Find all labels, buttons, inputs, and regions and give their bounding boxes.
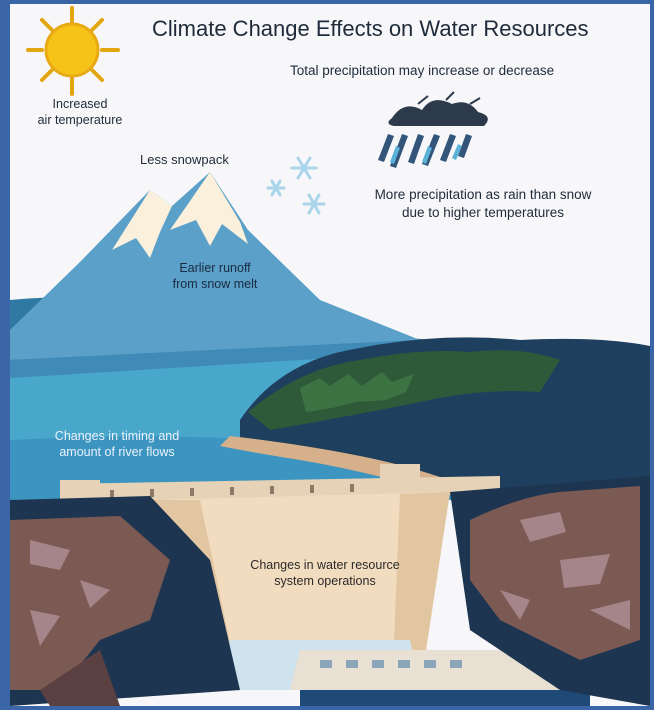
river-flows-line-2: amount of river flows (59, 445, 175, 460)
river-flows-line-1: Changes in timing and (54, 429, 180, 443)
rain-cloud-icon (378, 91, 488, 168)
runoff-label: Earlier runoff from snow melt (140, 260, 290, 293)
rain-vs-snow-line-1: More precipitation as rain than snow (374, 187, 592, 202)
sun-icon (26, 6, 120, 96)
air-temperature-label: Increased air temperature (20, 96, 140, 129)
air-temperature-line-2: air temperature (37, 113, 123, 128)
operations-line-2: system operations (274, 574, 376, 589)
rain-vs-snow-line-2: due to higher temperatures (401, 204, 565, 220)
snowy-mountain (10, 172, 430, 380)
left-canyon-wall (10, 496, 240, 706)
precipitation-label: Total precipitation may increase or decr… (290, 63, 555, 78)
river-flows-label: Changes in timing and amount of river fl… (22, 428, 212, 461)
runoff-line-1: Earlier runoff (179, 261, 251, 275)
diagram-title: Climate Change Effects on Water Resource… (152, 16, 589, 41)
snowpack-label: Less snowpack (140, 152, 229, 167)
runoff-line-2: from snow melt (172, 277, 258, 292)
operations-label: Changes in water resource system operati… (205, 557, 445, 590)
operations-line-1: Changes in water resource (250, 558, 400, 572)
rain-vs-snow-label: More precipitation as rain than snow due… (338, 186, 628, 221)
air-temperature-line-1: Increased (52, 97, 108, 111)
right-canyon-wall (450, 476, 650, 706)
snowflake-icon (266, 156, 326, 215)
